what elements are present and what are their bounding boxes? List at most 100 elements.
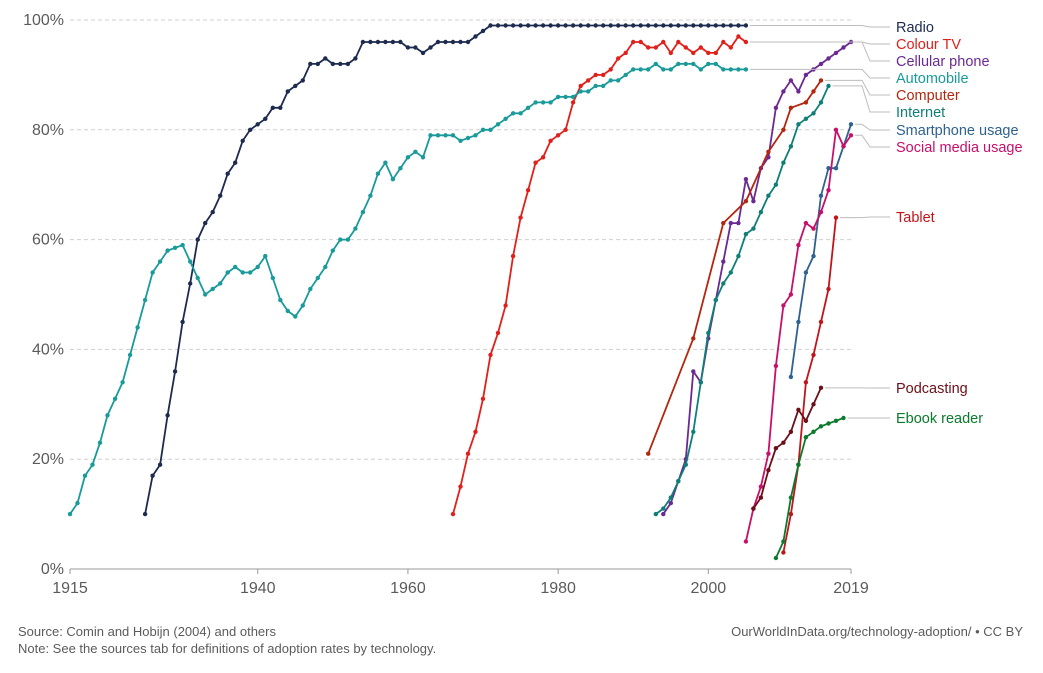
data-point bbox=[758, 495, 764, 500]
data-point bbox=[398, 166, 403, 171]
data-point bbox=[188, 281, 193, 286]
series-line-tablet bbox=[782, 217, 837, 553]
data-point bbox=[646, 23, 651, 28]
data-point bbox=[841, 415, 846, 421]
data-point bbox=[570, 100, 576, 105]
data-point bbox=[180, 319, 185, 325]
data-point bbox=[127, 352, 133, 358]
x-axis: 1915 1940 1960 1980 2000 2019 bbox=[52, 568, 869, 597]
data-point bbox=[743, 177, 749, 182]
data-point bbox=[473, 429, 478, 434]
data-point bbox=[653, 61, 658, 67]
data-point bbox=[578, 89, 583, 94]
data-point bbox=[631, 67, 636, 72]
data-point bbox=[135, 325, 140, 330]
data-point bbox=[330, 61, 335, 67]
data-point bbox=[788, 144, 794, 149]
data-point bbox=[203, 220, 208, 226]
data-point bbox=[743, 539, 749, 544]
data-point bbox=[751, 506, 756, 511]
legend-label-automobile: Automobile bbox=[896, 71, 969, 87]
y-tick-label: 20% bbox=[32, 451, 64, 468]
data-point bbox=[766, 468, 771, 473]
data-point bbox=[323, 264, 328, 270]
data-point bbox=[728, 220, 733, 226]
data-point bbox=[465, 451, 471, 456]
data-point bbox=[293, 83, 298, 89]
data-point bbox=[631, 39, 636, 45]
data-point bbox=[195, 275, 200, 281]
data-point bbox=[458, 484, 463, 489]
data-point bbox=[676, 479, 681, 484]
data-point bbox=[803, 418, 809, 423]
data-point bbox=[811, 253, 816, 259]
data-point bbox=[818, 100, 824, 105]
data-point bbox=[105, 413, 110, 418]
series-social-media-usage bbox=[743, 127, 854, 544]
data-point bbox=[826, 188, 831, 193]
data-point bbox=[691, 369, 696, 374]
data-point bbox=[803, 380, 809, 385]
data-point bbox=[818, 319, 824, 325]
series-line-colour-tv bbox=[452, 35, 747, 515]
series-line-automobile bbox=[69, 63, 746, 515]
data-point bbox=[833, 50, 839, 56]
data-point bbox=[443, 133, 448, 138]
y-tick-label: 80% bbox=[32, 122, 64, 139]
data-point bbox=[803, 100, 809, 105]
data-point bbox=[360, 39, 366, 45]
data-point bbox=[646, 67, 651, 72]
series-podcasting bbox=[751, 385, 824, 511]
data-point bbox=[503, 116, 508, 122]
data-point bbox=[788, 292, 794, 297]
data-point bbox=[661, 23, 666, 28]
data-point bbox=[698, 380, 703, 385]
data-point bbox=[67, 511, 73, 517]
data-point bbox=[443, 39, 448, 45]
data-point bbox=[263, 253, 268, 259]
data-point bbox=[480, 28, 486, 34]
series-ebook-reader bbox=[773, 415, 846, 561]
data-point bbox=[661, 67, 666, 72]
data-point bbox=[218, 193, 223, 198]
data-point bbox=[165, 248, 170, 253]
data-point bbox=[563, 94, 568, 100]
data-point bbox=[661, 506, 666, 511]
data-point bbox=[525, 23, 531, 28]
data-point bbox=[706, 330, 711, 336]
x-tick-label: 1980 bbox=[540, 580, 576, 597]
legend-leader-line bbox=[855, 41, 890, 62]
data-point bbox=[698, 67, 703, 72]
data-point bbox=[120, 380, 125, 385]
data-point bbox=[773, 446, 779, 451]
data-point bbox=[473, 133, 478, 138]
credit-link[interactable]: OurWorldInData.org/technology-adoption/ … bbox=[731, 624, 1023, 639]
data-point bbox=[646, 45, 651, 50]
series-line-social-media-usage bbox=[745, 128, 852, 542]
data-point bbox=[796, 242, 801, 248]
legend-leader-line bbox=[749, 68, 890, 79]
data-point bbox=[743, 231, 749, 237]
data-point bbox=[398, 39, 403, 45]
data-point bbox=[180, 242, 185, 248]
plot-area bbox=[67, 23, 854, 561]
y-tick-label: 60% bbox=[32, 232, 64, 249]
data-point bbox=[255, 264, 260, 270]
data-point bbox=[721, 39, 726, 45]
data-point bbox=[593, 83, 598, 89]
data-point bbox=[548, 100, 553, 105]
data-point bbox=[323, 56, 328, 61]
data-point bbox=[555, 23, 561, 28]
data-point bbox=[540, 155, 546, 160]
data-point bbox=[383, 160, 388, 165]
data-point bbox=[586, 78, 591, 83]
data-point bbox=[683, 61, 688, 67]
legend-leader-line bbox=[855, 134, 890, 148]
data-point bbox=[90, 462, 95, 467]
data-point bbox=[578, 23, 583, 28]
data-point bbox=[706, 23, 711, 28]
data-point bbox=[826, 286, 831, 292]
data-point bbox=[803, 270, 809, 275]
data-point bbox=[841, 45, 846, 50]
